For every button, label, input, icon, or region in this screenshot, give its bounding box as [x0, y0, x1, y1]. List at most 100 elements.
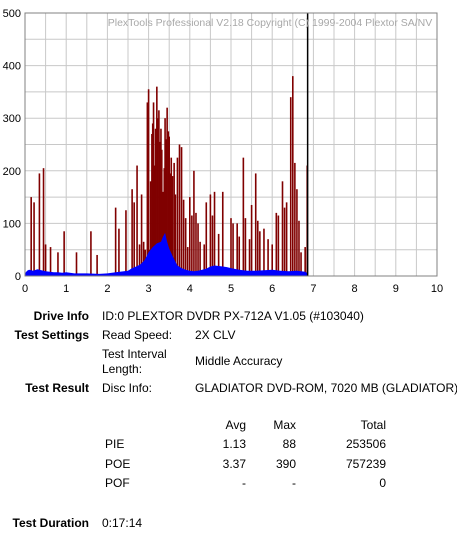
- poe-bar: [176, 157, 179, 276]
- x-tick-label: 7: [310, 283, 316, 295]
- test-result-label: Test Result: [25, 381, 89, 395]
- read-speed-label: Read Speed:: [102, 328, 173, 342]
- row-pie-total: 253506: [345, 437, 386, 451]
- y-axis-labels: 0 100 200 300 400 500: [3, 8, 21, 283]
- x-tick-label: 2: [104, 283, 110, 295]
- poe-bar: [230, 218, 232, 276]
- poe-bar: [236, 223, 238, 276]
- poe-bar: [250, 204, 253, 276]
- pie-series: [25, 232, 308, 276]
- poe-bar: [209, 194, 212, 276]
- chart-title: PlexTools Professional V2.18 Copyright (…: [108, 17, 433, 29]
- poe-bar: [166, 107, 168, 277]
- poe-bar: [300, 252, 302, 276]
- poe-bar: [146, 102, 149, 276]
- x-tick-label: 1: [63, 283, 69, 295]
- poe-bar: [38, 173, 41, 276]
- row-pie-max: 88: [282, 437, 296, 451]
- x-tick-label: 10: [431, 283, 443, 295]
- poe-bar: [160, 149, 163, 276]
- poe-bar: [217, 233, 220, 276]
- poe-bar: [263, 228, 265, 276]
- poe-bar: [63, 231, 65, 276]
- test-interval-label-line1: Test Interval: [102, 347, 167, 361]
- poe-bar: [232, 223, 234, 276]
- poe-bar: [277, 215, 280, 276]
- row-poe-avg: 3.37: [222, 457, 246, 471]
- poe-bar: [259, 231, 261, 276]
- row-poe-total: 757239: [345, 457, 386, 471]
- poe-bar: [154, 128, 157, 276]
- poe-bar: [138, 244, 141, 276]
- row-pie-name: PIE: [105, 437, 125, 451]
- poe-bar: [180, 147, 183, 276]
- poe-bar: [195, 212, 197, 276]
- error-chart: 0 100 200 300 400 500 0 1 2 3 4 5 6 7 8 9 10 PlexTools …: [3, 8, 443, 295]
- poe-bar: [49, 247, 52, 276]
- poe-bar: [171, 176, 174, 276]
- poe-bar: [178, 144, 181, 276]
- poe-bar: [158, 110, 160, 276]
- poe-bar: [197, 223, 199, 276]
- poe-bar: [114, 207, 117, 276]
- y-tick-label: 0: [15, 271, 21, 283]
- poe-bar: [57, 252, 59, 276]
- poe-bar: [254, 173, 257, 276]
- poe-bar: [294, 162, 296, 276]
- poe-bar: [221, 191, 224, 276]
- poe-bar: [271, 244, 273, 276]
- poe-bar: [248, 239, 251, 276]
- poe-bar: [147, 89, 150, 277]
- poe-bar: [285, 202, 288, 276]
- row-pof-max: -: [292, 476, 296, 490]
- poe-bar: [184, 218, 187, 276]
- read-speed-value: 2X CLV: [195, 328, 236, 342]
- poe-bar: [182, 199, 185, 276]
- x-tick-label: 6: [269, 283, 275, 295]
- poe-bar: [131, 189, 133, 276]
- test-duration-label: Test Duration: [12, 516, 89, 530]
- col-header-total: Total: [360, 418, 386, 432]
- x-tick-label: 3: [146, 283, 152, 295]
- poe-bar: [173, 162, 175, 276]
- poe-bar: [42, 168, 45, 276]
- x-tick-label: 8: [352, 283, 358, 295]
- y-tick-label: 300: [3, 113, 21, 125]
- poe-bar: [304, 247, 306, 276]
- poe-bar: [133, 202, 135, 276]
- poe-bar: [170, 157, 173, 276]
- test-settings-label: Test Settings: [14, 328, 89, 342]
- poe-bar: [193, 170, 195, 276]
- poe-bar: [289, 97, 292, 276]
- row-poe-name: POE: [105, 457, 131, 471]
- poe-bar: [125, 210, 127, 276]
- poe-bar: [159, 141, 161, 276]
- poe-bar: [149, 181, 152, 276]
- poe-bar: [283, 207, 286, 276]
- poe-bar: [142, 241, 145, 276]
- poe-bar: [75, 252, 78, 276]
- x-tick-label: 4: [187, 283, 193, 295]
- drive-info-value: ID:0 PLEXTOR DVDR PX-712A V1.05 (#103040…: [102, 309, 364, 323]
- poe-bar: [174, 194, 177, 276]
- poe-bar: [189, 197, 191, 276]
- poe-bar: [275, 212, 278, 276]
- row-pof-name: POF: [105, 476, 130, 490]
- row-pie-avg: 1.13: [222, 437, 246, 451]
- row-poe-max: 390: [275, 457, 296, 471]
- poe-bar: [30, 197, 32, 276]
- poe-bar: [163, 168, 166, 276]
- poe-bar: [136, 165, 138, 276]
- col-header-max: Max: [273, 418, 296, 432]
- poe-bar: [244, 218, 247, 276]
- test-interval-label-line2: Length:: [102, 362, 143, 376]
- poe-bar: [186, 247, 189, 276]
- y-tick-label: 100: [3, 218, 21, 230]
- poe-bar: [168, 136, 170, 276]
- poe-bar: [164, 118, 166, 276]
- poe-bar: [165, 139, 168, 276]
- poe-bar: [153, 165, 156, 276]
- poe-bar: [199, 241, 201, 276]
- poe-bar: [205, 202, 208, 276]
- poe-bar: [151, 123, 154, 277]
